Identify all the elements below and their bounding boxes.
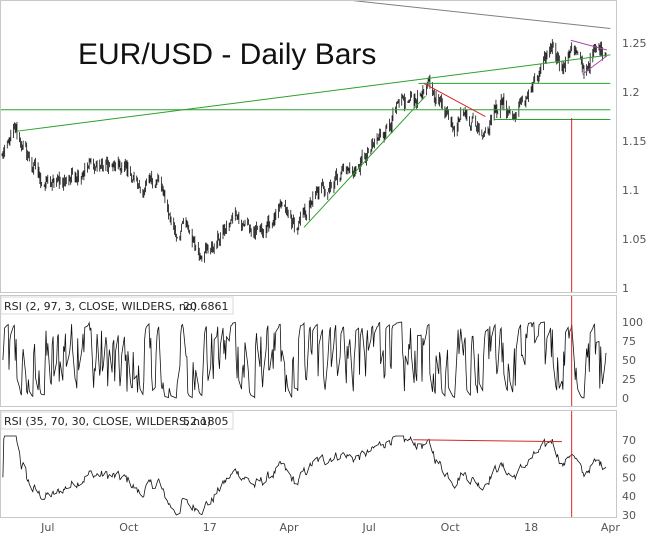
y-tick-label: 70 xyxy=(622,434,636,447)
y-tick-label: 0 xyxy=(622,392,629,405)
y-tick-label: 100 xyxy=(622,316,643,329)
chart-title: EUR/USD - Daily Bars xyxy=(78,38,376,71)
rsi-last-value: 20.6861 xyxy=(183,300,229,313)
y-tick-label: 30 xyxy=(622,509,636,522)
y-tick-label: 50 xyxy=(622,471,636,484)
y-tick-label: 1.2 xyxy=(622,86,640,99)
trend-line xyxy=(16,54,611,132)
rsi-divergence-line xyxy=(413,439,562,443)
rsi-label: RSI (35, 70, 30, CLOSE, WILDERS, no) xyxy=(4,415,211,428)
x-tick-label: Apr xyxy=(601,521,621,534)
y-tick-label: 60 xyxy=(622,453,636,466)
y-tick-label: 40 xyxy=(622,490,636,503)
price-panel xyxy=(0,0,617,293)
x-tick-label: Oct xyxy=(119,521,139,534)
x-tick-label: Oct xyxy=(441,521,461,534)
y-tick-label: 1.1 xyxy=(622,184,640,197)
rsi-label-box xyxy=(0,296,234,315)
y-tick-label: 1 xyxy=(622,282,629,295)
x-tick-label: Jul xyxy=(40,521,54,534)
rsi-last-value: 52.1805 xyxy=(183,415,229,428)
trend-line xyxy=(423,82,486,118)
x-tick-label: Apr xyxy=(280,521,300,534)
x-tick-label: Jul xyxy=(362,521,376,534)
y-tick-label: 1.15 xyxy=(622,135,647,148)
y-tick-label: 1.25 xyxy=(622,37,647,50)
y-tick-label: 50 xyxy=(622,354,636,367)
y-tick-label: 25 xyxy=(622,373,636,386)
rsi-label: RSI (2, 97, 3, CLOSE, WILDERS, no) xyxy=(4,300,197,313)
y-tick-label: 1.05 xyxy=(622,233,647,246)
x-tick-label: 18 xyxy=(524,521,538,534)
trend-line xyxy=(581,55,608,75)
rsi_slow-line xyxy=(2,435,607,516)
x-tick-label: 17 xyxy=(203,521,217,534)
trend-line xyxy=(352,1,611,29)
trend-line xyxy=(303,95,426,228)
rsi_fast-line xyxy=(2,321,607,399)
y-tick-label: 75 xyxy=(622,335,636,348)
trend-line xyxy=(570,39,608,51)
rsi-label-box xyxy=(0,411,234,430)
